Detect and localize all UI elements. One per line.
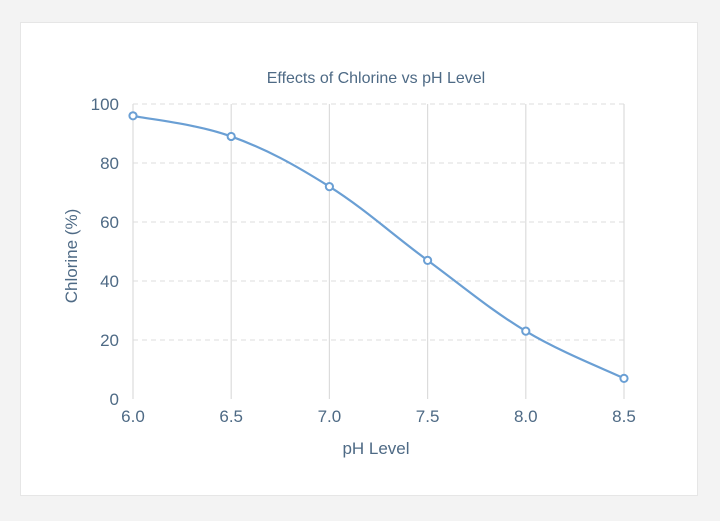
data-markers [128,111,629,383]
y-axis-title: Chlorine (%) [62,209,81,303]
grid-layer [132,103,625,399]
data-point [521,326,531,336]
data-point [324,182,334,192]
y-tick-label: 80 [100,154,119,173]
chart-title: Effects of Chlorine vs pH Level [267,70,485,87]
y-tick-label: 20 [100,331,119,350]
data-point [619,373,629,383]
x-tick-label: 7.5 [416,407,440,426]
x-tick-label: 8.5 [612,407,636,426]
x-tick-label: 8.0 [514,407,538,426]
line-chart: Effects of Chlorine vs pH Level 0 20 40 60 8… [62,70,636,458]
chart-card: Effects of Chlorine vs pH Level 0 20 40 60 8… [20,22,698,496]
x-tick-label: 6.0 [121,407,145,426]
y-tick-labels: 0 20 40 60 80 100 [91,95,119,409]
y-tick-label: 60 [100,213,119,232]
data-point [423,255,433,265]
data-point [226,131,236,142]
y-tick-label: 0 [110,390,119,409]
data-point [128,111,138,121]
series-line [132,114,625,380]
x-tick-label: 6.5 [219,407,243,426]
y-tick-label: 100 [91,95,119,114]
y-tick-label: 40 [100,272,119,291]
x-tick-labels: 6.0 6.5 7.0 7.5 8.0 8.5 [121,407,636,426]
x-tick-label: 7.0 [318,407,342,426]
x-axis-title: pH Level [342,439,409,458]
